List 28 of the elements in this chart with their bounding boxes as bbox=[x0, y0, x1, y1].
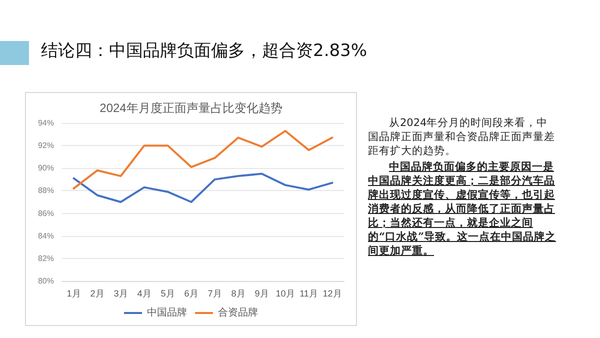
x-tick-label: 9月 bbox=[254, 288, 269, 298]
x-tick-label: 5月 bbox=[160, 288, 175, 298]
x-tick-label: 2月 bbox=[90, 288, 104, 298]
text: 从2024年分月的时间段来看，中国品牌正面声量和合资品牌正面声量差距有扩大的趋势。 bbox=[368, 116, 556, 158]
y-tick-label: 80% bbox=[38, 276, 54, 286]
x-tick-label: 10月 bbox=[276, 288, 295, 298]
x-tick-label: 7月 bbox=[208, 288, 222, 298]
x-tick-label: 11月 bbox=[300, 288, 318, 298]
x-tick-label: 3月 bbox=[114, 288, 128, 298]
y-tick-label: 82% bbox=[38, 254, 54, 263]
y-tick-label: 86% bbox=[38, 208, 54, 218]
y-tick-label: 92% bbox=[38, 141, 54, 150]
chart-title: 结论四：中国品牌负面偏多，超合资2.83% bbox=[41, 40, 368, 62]
line-series bbox=[72, 130, 334, 190]
y-tick-label: 84% bbox=[38, 231, 54, 240]
y-tick-label: 90% bbox=[38, 164, 54, 173]
x-tick-label: 8月 bbox=[231, 288, 246, 298]
x-tick-label: 12月 bbox=[322, 288, 342, 298]
y-tick-label: 94% bbox=[38, 118, 54, 128]
text: 中国品牌负面偏多的主要原因一是中国品牌关注度更高；二是部分汽车品牌出现过度宣传、虚假宣传等，也引起消费者的反感，从而降低了正面声量占比；当然还有一点，就是企业之间的“口水战”导致。这一点在中国品牌之间更加严重。 bbox=[368, 160, 558, 258]
y-tick-label: 88% bbox=[38, 186, 54, 196]
x-tick-label: 1月 bbox=[66, 288, 81, 298]
legend-label: 中国品牌 bbox=[147, 306, 187, 318]
chart-subtitle: 2024年月度正面声量占比变化趋势 bbox=[100, 101, 282, 115]
line-series bbox=[72, 172, 334, 203]
x-tick-label: 4月 bbox=[137, 288, 152, 298]
x-tick-label: 6月 bbox=[184, 288, 198, 298]
legend-label: 合资品牌 bbox=[218, 306, 258, 318]
